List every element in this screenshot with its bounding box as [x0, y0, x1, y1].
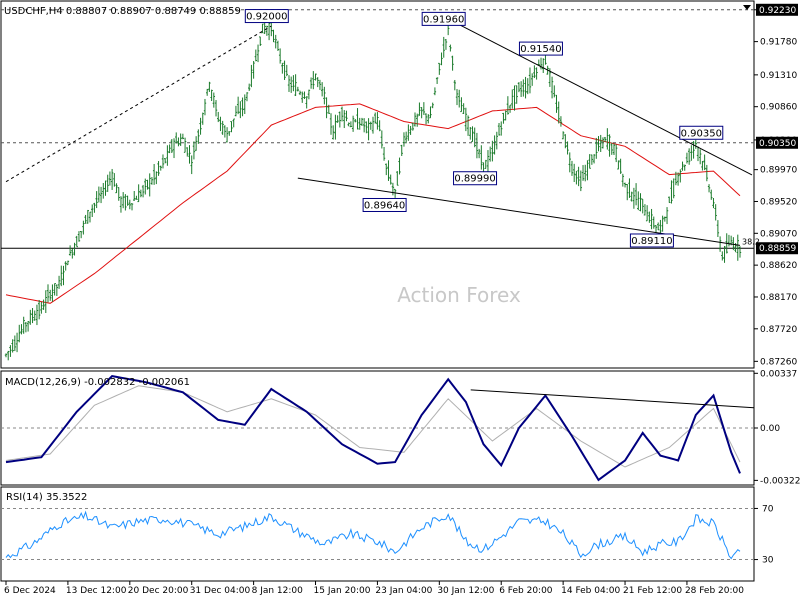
- peak-label-box: [362, 197, 407, 212]
- candle-layer: [4, 11, 742, 361]
- price-axis-label: 0.87260: [760, 357, 797, 367]
- moving-average-line: [5, 103, 741, 304]
- macd-signal-line: [5, 385, 741, 468]
- price-axis-label: 0.88170: [760, 293, 797, 303]
- indicator-layer: [1, 375, 755, 561]
- peak-label: 0.92000: [246, 12, 287, 23]
- macd-axis-label: 0.00337: [760, 369, 797, 379]
- peak-label: 0.90350: [681, 128, 722, 139]
- price-tag-bg: [756, 3, 798, 16]
- time-axis-label: 6 Feb 20:00: [499, 586, 553, 596]
- time-axis-label: 21 Feb 12:00: [623, 586, 682, 596]
- peak-label-box: [629, 233, 674, 248]
- price-tag-label: 0.92230: [759, 6, 796, 16]
- rsi-axis-label: 30: [762, 556, 774, 566]
- moving-average-layer: [5, 103, 741, 304]
- label-layer: 0.92000 0.91960 0.91540 0.90350 0.89990 0.896…: [244, 9, 724, 248]
- macd-trendline: [470, 389, 755, 409]
- peak-label: 0.91540: [520, 44, 561, 55]
- rsi-axis-label: 70: [762, 504, 774, 514]
- macd-header: MACD(12,26,9) -0.002832 -0.002061: [5, 377, 190, 388]
- peak-label: 0.91960: [423, 14, 464, 25]
- price-axis-label: 0.91780: [760, 38, 797, 48]
- price-tag-bg: [756, 242, 798, 255]
- price-tag-label: 0.90350: [759, 139, 796, 149]
- price-tag-label: 0.88859: [759, 244, 796, 254]
- price-axis-label: 0.89970: [760, 166, 797, 176]
- time-axis-label: 20 Dec 20:00: [128, 586, 189, 596]
- price-axis-label: 0.88620: [760, 261, 797, 271]
- price-axis-label: 0.91310: [760, 71, 797, 81]
- rsi-header: RSI(14) 35.3522: [6, 492, 87, 503]
- macd-axis-label: 0.00: [760, 424, 780, 434]
- time-axis-label: 6 Dec 2024: [4, 586, 56, 596]
- rsi-line: [5, 510, 741, 560]
- watermark-text: Action Forex: [397, 283, 521, 307]
- time-axis-label: 31 Dec 04:00: [190, 586, 251, 596]
- peak-label-box: [421, 11, 466, 26]
- price-axis-label: 0.89520: [760, 197, 797, 207]
- time-axis-label: 14 Feb 04:00: [561, 586, 620, 596]
- time-axis-label: 28 Feb 20:00: [685, 586, 744, 596]
- fib-level-label: 38.2: [742, 237, 760, 246]
- peak-label-box: [679, 125, 724, 140]
- time-axis-label: 23 Jan 04:00: [375, 586, 432, 596]
- time-axis-label: 15 Jan 20:00: [314, 586, 371, 596]
- time-axis-label: 13 Dec 12:00: [66, 586, 127, 596]
- time-axis-label: 30 Jan 12:00: [437, 586, 494, 596]
- peak-label-box: [244, 9, 289, 24]
- peak-label: 0.89990: [454, 174, 495, 185]
- trendline: [447, 18, 753, 176]
- time-axis-label: 8 Jan 12:00: [252, 586, 304, 596]
- peak-label: 0.89640: [364, 200, 405, 211]
- peak-label-box: [453, 171, 498, 186]
- macd-line: [5, 375, 741, 482]
- price-axis-label: 0.89070: [760, 229, 797, 239]
- header-triangle-icon: [743, 5, 751, 10]
- peak-label: 0.89110: [631, 236, 672, 247]
- price-tag-bg: [756, 136, 798, 149]
- main-panel[interactable]: [0, 0, 755, 369]
- axis-layer: 0.922300.917800.913100.908600.903900.899…: [4, 3, 800, 596]
- main-header: USDCHF,H4 0.88807 0.88907 0.88749 0.8885…: [4, 6, 241, 17]
- price-axis-label: 0.90860: [760, 103, 797, 113]
- peak-label-box: [518, 41, 563, 56]
- price-axis-label: 0.87720: [760, 325, 797, 335]
